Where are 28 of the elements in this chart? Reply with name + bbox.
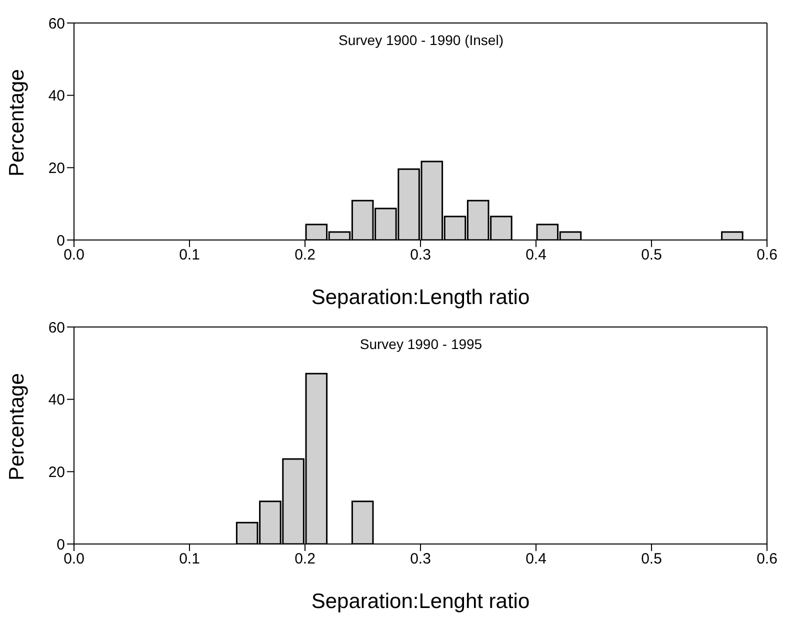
y-axis-title: Percentage [5,69,28,176]
x-tick-label: 0.6 [756,550,778,568]
text: Survey 1900 - 1990 (Insel) [338,32,504,48]
y-tick-label: 0 [56,232,65,250]
y-tick-label: 40 [48,88,65,105]
y-tick-label: 0 [56,536,65,554]
x-tick-label: 0.4 [526,246,546,264]
x-tick-label: 0.5 [641,550,662,568]
x-tick-label: 0.3 [410,550,431,568]
x-tick-label: 0.1 [179,246,200,264]
x-tick-label: 0.1 [179,550,200,568]
x-tick-label: 0.0 [64,550,84,568]
x-tick-label: 0.3 [410,246,431,264]
y-tick-label: 60 [48,15,65,32]
y-tick-label: 20 [48,160,65,177]
x-axis-title: Separation:Length ratio [311,286,530,309]
x-tick-label: 0.6 [756,246,778,264]
x-tick-label: 0.5 [641,246,662,264]
x-tick-label: 0.0 [64,246,84,264]
x-tick-label: 0.4 [526,550,546,568]
x-tick-label: 0.2 [294,550,316,568]
y-tick-label: 60 [48,319,65,336]
y-tick-label: 20 [48,464,65,481]
x-axis-title: Separation:Lenght ratio [311,590,530,613]
y-axis-title: Percentage [5,373,28,480]
y-tick-label: 40 [48,392,65,409]
x-tick-label: 0.2 [294,246,316,264]
text: Survey 1990 - 1995 [358,336,484,352]
